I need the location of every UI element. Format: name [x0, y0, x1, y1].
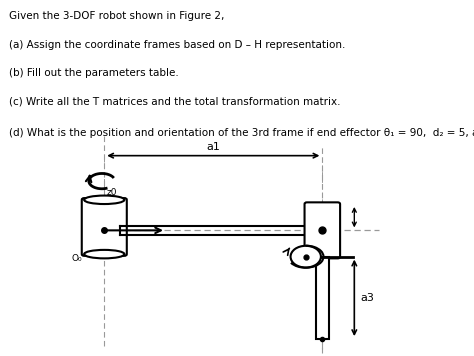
Ellipse shape	[84, 250, 124, 258]
Text: a1: a1	[206, 142, 220, 152]
Text: (b) Fill out the parameters table.: (b) Fill out the parameters table.	[9, 68, 179, 78]
Ellipse shape	[84, 195, 124, 204]
Text: O₀: O₀	[71, 254, 82, 263]
Text: Given the 3-DOF robot shown in Figure 2,: Given the 3-DOF robot shown in Figure 2,	[9, 11, 225, 21]
Text: (d) What is the position and orientation of the 3rd frame if end effector θ₁ = 9: (d) What is the position and orientation…	[9, 128, 474, 138]
Text: z0: z0	[107, 188, 117, 197]
Text: (c) Write all the T matrices and the total transformation matrix.: (c) Write all the T matrices and the tot…	[9, 97, 341, 107]
Text: (a) Assign the coordinate frames based on D – H representation.: (a) Assign the coordinate frames based o…	[9, 40, 346, 50]
Bar	[316, 257, 329, 339]
Circle shape	[291, 246, 321, 268]
Text: a3: a3	[360, 293, 374, 303]
FancyBboxPatch shape	[82, 198, 127, 256]
FancyBboxPatch shape	[304, 202, 340, 258]
